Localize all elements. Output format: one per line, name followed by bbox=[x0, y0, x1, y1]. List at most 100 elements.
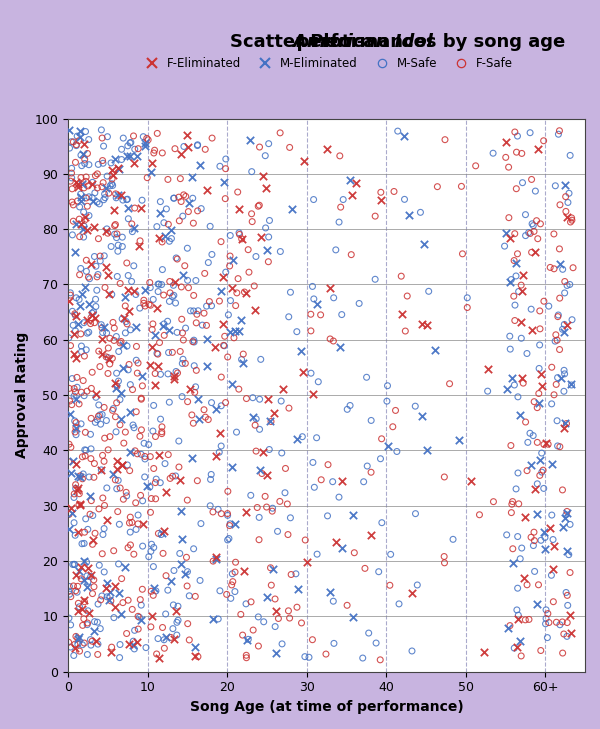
Point bbox=[125, 137, 135, 149]
Point bbox=[82, 619, 92, 631]
Point bbox=[166, 472, 175, 484]
Point bbox=[153, 360, 163, 372]
Point bbox=[555, 292, 565, 304]
Point bbox=[131, 497, 140, 509]
Point bbox=[322, 143, 332, 155]
Point bbox=[223, 508, 232, 520]
Point bbox=[113, 375, 123, 387]
Point bbox=[189, 289, 199, 301]
Point bbox=[401, 325, 410, 337]
Point bbox=[151, 477, 160, 488]
Point bbox=[125, 406, 134, 418]
Point bbox=[506, 507, 516, 518]
Point bbox=[556, 373, 565, 384]
Point bbox=[504, 161, 514, 173]
Point bbox=[130, 643, 139, 655]
Point bbox=[130, 144, 140, 155]
Point bbox=[225, 260, 235, 272]
Point bbox=[112, 483, 122, 495]
Point bbox=[109, 402, 118, 414]
Point bbox=[169, 634, 179, 645]
Point bbox=[71, 386, 80, 397]
Point bbox=[190, 650, 199, 662]
Point bbox=[161, 631, 170, 642]
Point bbox=[306, 367, 316, 379]
Point bbox=[275, 246, 285, 257]
Point bbox=[278, 383, 287, 394]
Point bbox=[223, 351, 232, 363]
Point bbox=[536, 534, 546, 546]
Point bbox=[159, 289, 169, 301]
Point bbox=[205, 500, 215, 512]
Point bbox=[549, 263, 559, 275]
Point bbox=[179, 141, 188, 152]
Point bbox=[211, 403, 220, 415]
Point bbox=[179, 270, 188, 281]
Point bbox=[81, 176, 91, 187]
Point bbox=[127, 218, 137, 230]
Point bbox=[175, 547, 185, 559]
Point bbox=[202, 333, 211, 345]
Point bbox=[71, 139, 81, 150]
Point bbox=[152, 128, 162, 139]
Point bbox=[98, 327, 107, 338]
Point bbox=[233, 186, 242, 198]
Point bbox=[158, 547, 168, 559]
Point bbox=[463, 302, 472, 313]
Point bbox=[544, 438, 553, 450]
Point bbox=[297, 617, 307, 629]
Point bbox=[535, 469, 545, 481]
Point bbox=[296, 345, 306, 356]
Point bbox=[109, 545, 118, 556]
Point bbox=[403, 290, 412, 302]
Point bbox=[81, 125, 91, 137]
Point bbox=[88, 588, 97, 599]
Point bbox=[98, 450, 107, 461]
Point bbox=[156, 368, 166, 380]
Point bbox=[79, 468, 88, 480]
Point bbox=[112, 464, 122, 475]
Point bbox=[98, 177, 108, 189]
Point bbox=[566, 378, 576, 390]
Point bbox=[178, 354, 188, 365]
Point bbox=[284, 311, 293, 323]
Point bbox=[206, 469, 216, 480]
Point bbox=[108, 179, 118, 191]
Point bbox=[74, 470, 83, 482]
Point bbox=[251, 413, 261, 425]
Point bbox=[103, 227, 113, 239]
Point bbox=[334, 491, 344, 503]
Point bbox=[551, 378, 561, 390]
Point bbox=[164, 295, 174, 307]
Point bbox=[67, 167, 76, 179]
Point bbox=[207, 300, 217, 311]
Point bbox=[64, 456, 73, 467]
Point bbox=[227, 568, 237, 580]
Point bbox=[313, 298, 322, 310]
Point bbox=[275, 496, 284, 507]
Point bbox=[130, 285, 139, 297]
Point bbox=[125, 447, 135, 459]
Point bbox=[68, 319, 78, 331]
Point bbox=[184, 197, 193, 208]
Point bbox=[165, 287, 175, 299]
Point bbox=[65, 523, 74, 535]
Point bbox=[255, 141, 265, 153]
Point bbox=[91, 388, 101, 399]
Point bbox=[131, 321, 141, 333]
Point bbox=[216, 235, 226, 247]
Point bbox=[194, 413, 203, 425]
Point bbox=[283, 498, 292, 510]
Point bbox=[138, 518, 148, 529]
Point bbox=[125, 379, 135, 391]
Point bbox=[325, 282, 335, 294]
Point bbox=[131, 289, 140, 300]
Point bbox=[125, 465, 134, 477]
Point bbox=[74, 488, 84, 499]
Point bbox=[88, 510, 98, 521]
Point bbox=[458, 248, 467, 260]
Point bbox=[519, 572, 529, 583]
Point bbox=[247, 216, 257, 227]
Point bbox=[529, 430, 538, 442]
Point bbox=[262, 245, 272, 257]
